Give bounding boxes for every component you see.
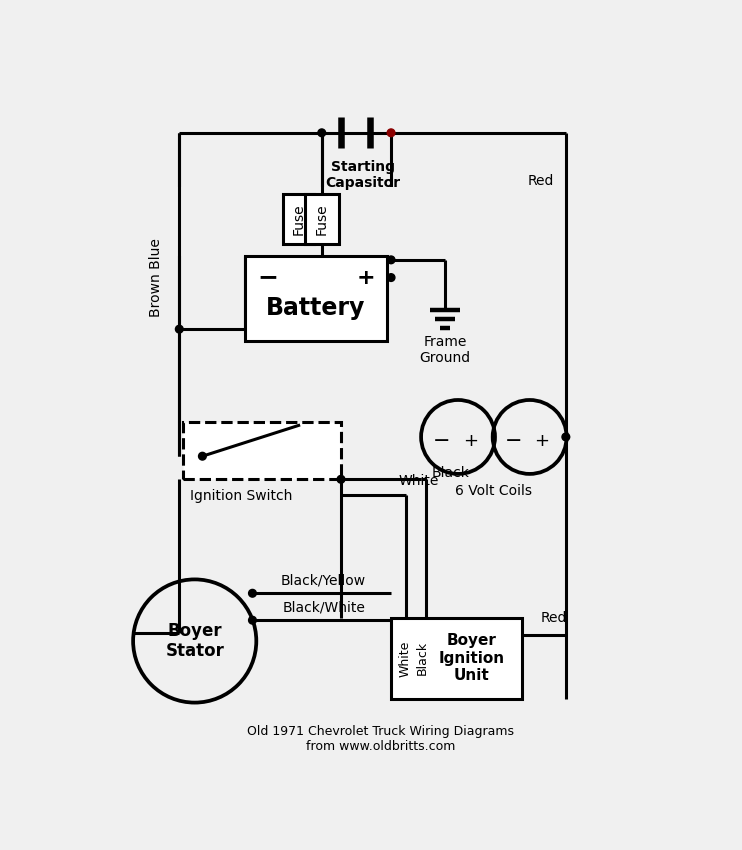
- Text: +: +: [534, 432, 550, 450]
- Text: Ignition Switch: Ignition Switch: [190, 490, 292, 503]
- Bar: [245, 256, 387, 341]
- Text: Fuse: Fuse: [315, 204, 329, 235]
- Text: White: White: [398, 473, 439, 488]
- Text: Boyer
Stator: Boyer Stator: [165, 621, 224, 660]
- Text: +: +: [463, 432, 478, 450]
- Text: Red: Red: [541, 611, 568, 625]
- Circle shape: [562, 434, 570, 441]
- Bar: [183, 422, 341, 479]
- Circle shape: [387, 274, 395, 281]
- Bar: [305, 195, 338, 245]
- Text: +: +: [356, 268, 375, 287]
- Circle shape: [175, 326, 183, 333]
- Circle shape: [387, 129, 395, 137]
- Circle shape: [249, 616, 256, 624]
- Text: Red: Red: [528, 173, 554, 188]
- Text: −: −: [433, 431, 450, 450]
- Bar: [95, 187, 403, 256]
- Text: Old 1971 Chevrolet Truck Wiring Diagrams
from www.oldbritts.com: Old 1971 Chevrolet Truck Wiring Diagrams…: [247, 725, 513, 753]
- Text: Battery: Battery: [266, 296, 366, 320]
- Bar: [391, 618, 522, 699]
- Text: Black/Yellow: Black/Yellow: [281, 574, 367, 588]
- Text: 6 Volt Coils: 6 Volt Coils: [456, 484, 532, 498]
- Text: Black/White: Black/White: [282, 601, 365, 615]
- Bar: [283, 195, 314, 245]
- Text: Fuse: Fuse: [292, 204, 306, 235]
- Circle shape: [249, 589, 256, 597]
- Text: Black: Black: [432, 466, 470, 480]
- Text: White: White: [398, 640, 411, 677]
- Text: Starting
Capasitor: Starting Capasitor: [325, 160, 400, 190]
- Circle shape: [318, 129, 326, 137]
- Text: −: −: [505, 431, 522, 450]
- Text: Frame
Ground: Frame Ground: [419, 335, 470, 365]
- Circle shape: [387, 256, 395, 264]
- Circle shape: [337, 475, 345, 483]
- Text: −: −: [257, 265, 278, 290]
- Text: Brown Blue: Brown Blue: [149, 238, 163, 316]
- Text: Black: Black: [416, 641, 428, 676]
- Circle shape: [199, 452, 206, 460]
- Text: Boyer
Ignition
Unit: Boyer Ignition Unit: [439, 633, 505, 683]
